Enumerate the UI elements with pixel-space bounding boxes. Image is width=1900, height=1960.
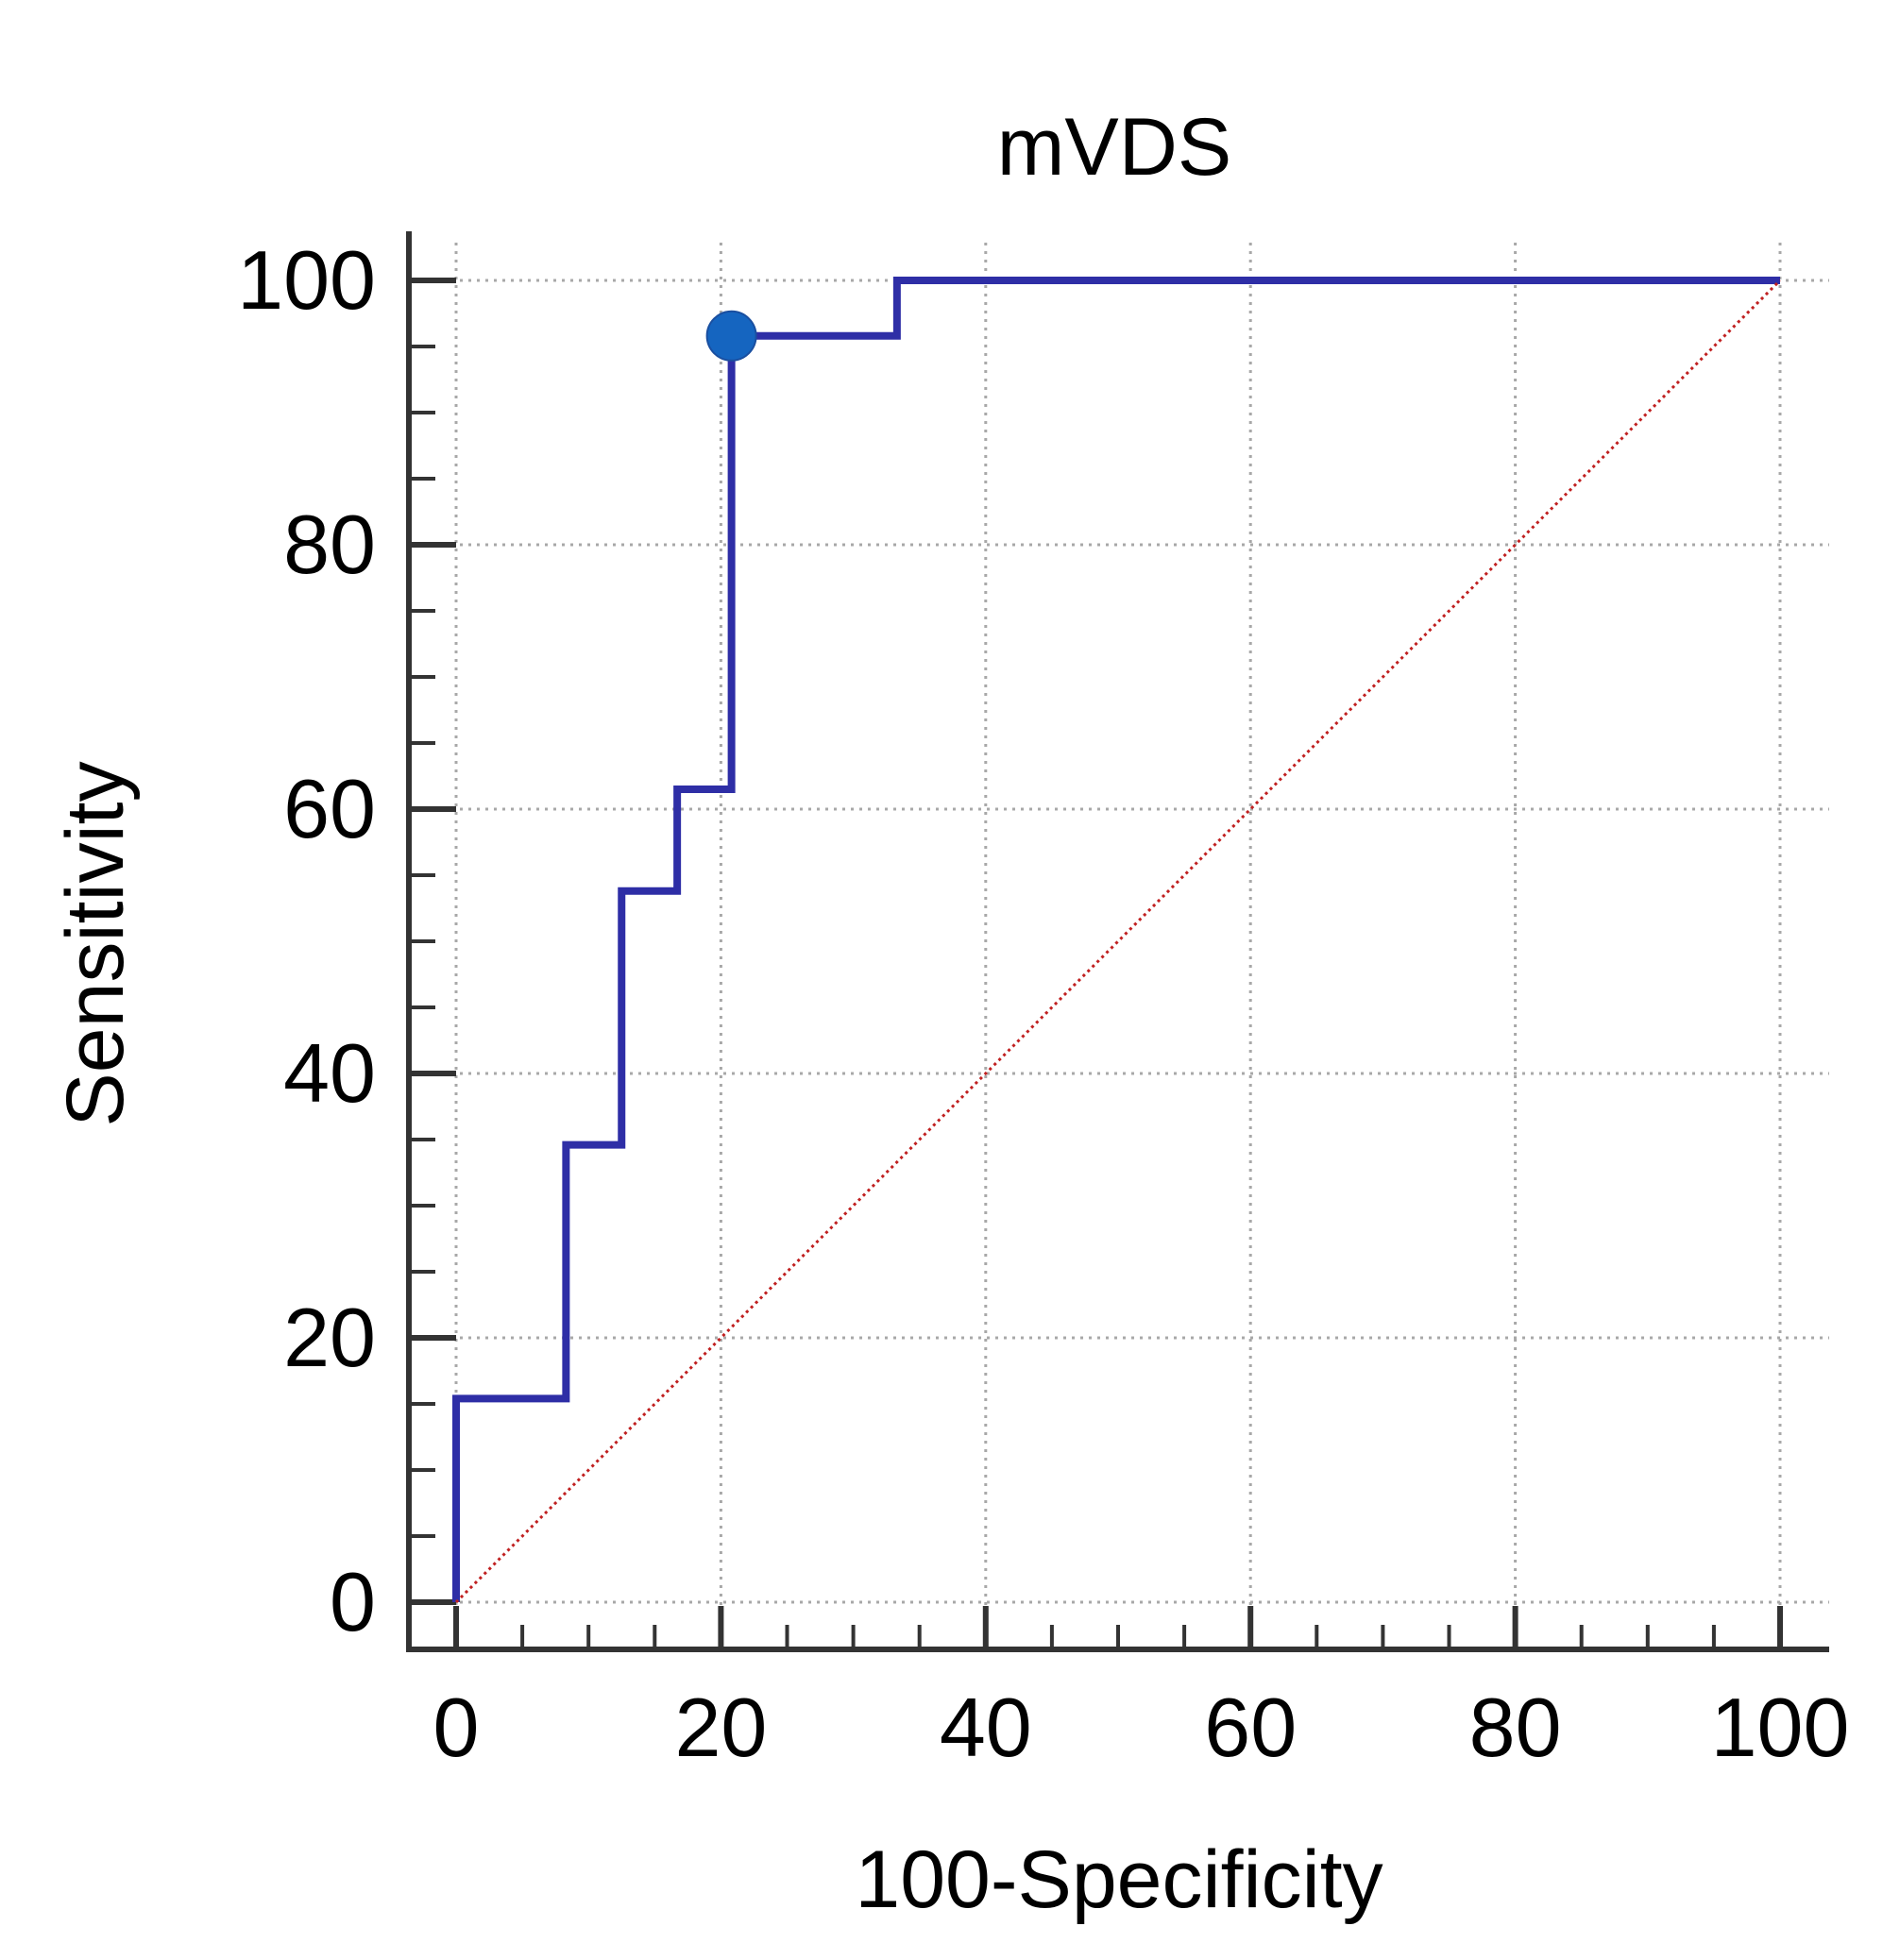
x-tick-label: 40 xyxy=(940,1681,1032,1774)
y-tick-label: 20 xyxy=(283,1291,376,1384)
x-tick-label: 80 xyxy=(1469,1681,1562,1774)
roc-curve xyxy=(452,277,1780,1602)
y-tick-label: 0 xyxy=(330,1555,376,1648)
reference-line xyxy=(454,279,1782,1604)
optimal-cutoff-point xyxy=(705,310,757,362)
x-tick-label: 20 xyxy=(674,1681,767,1774)
tick-labels: 0 20 40 60 80 100 0 20 40 60 80 100 xyxy=(237,233,1849,1774)
x-tick-label: 100 xyxy=(1711,1681,1850,1774)
x-axis-label: 100-Specificity xyxy=(855,1834,1383,1925)
y-tick-label: 40 xyxy=(283,1026,376,1120)
y-tick-label: 100 xyxy=(237,233,376,327)
x-tick-label: 60 xyxy=(1204,1681,1297,1774)
y-tick-label: 60 xyxy=(283,762,376,855)
chart-title: mVDS xyxy=(997,102,1231,193)
y-tick-label: 80 xyxy=(283,498,376,591)
plot-area xyxy=(452,277,1782,1604)
ticks xyxy=(409,278,1783,1649)
y-axis-label: Sensitivity xyxy=(50,761,141,1126)
x-tick-label: 0 xyxy=(433,1681,480,1774)
